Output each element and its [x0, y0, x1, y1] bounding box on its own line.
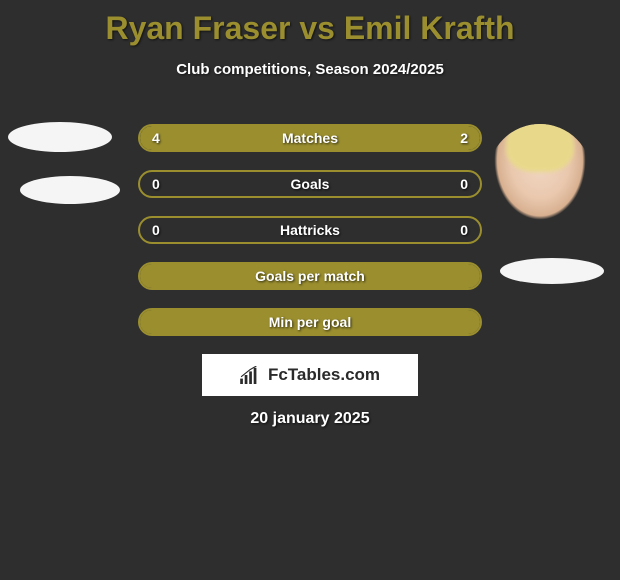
player-left-avatar-placeholder — [8, 122, 112, 152]
comparison-subtitle: Club competitions, Season 2024/2025 — [0, 61, 620, 78]
stat-label: Matches — [140, 126, 480, 150]
stat-row: 00Hattricks — [138, 216, 482, 244]
stat-label: Goals per match — [140, 264, 480, 288]
branding-panel: FcTables.com — [202, 354, 418, 396]
stat-row: Goals per match — [138, 262, 482, 290]
stat-label: Goals — [140, 172, 480, 196]
chart-icon — [240, 366, 262, 384]
player-left-avatar-placeholder-2 — [20, 176, 120, 204]
player-right-avatar — [488, 124, 592, 228]
branding-text: FcTables.com — [268, 365, 380, 385]
stat-label: Hattricks — [140, 218, 480, 242]
stat-row: 00Goals — [138, 170, 482, 198]
stat-rows: 42Matches 00Goals 00Hattricks Goals per mat… — [138, 124, 482, 354]
stat-row: 42Matches — [138, 124, 482, 152]
stat-row: Min per goal — [138, 308, 482, 336]
player-right-label-placeholder — [500, 258, 604, 284]
stat-label: Min per goal — [140, 310, 480, 334]
snapshot-date: 20 january 2025 — [0, 410, 620, 428]
comparison-title: Ryan Fraser vs Emil Krafth — [0, 0, 620, 47]
